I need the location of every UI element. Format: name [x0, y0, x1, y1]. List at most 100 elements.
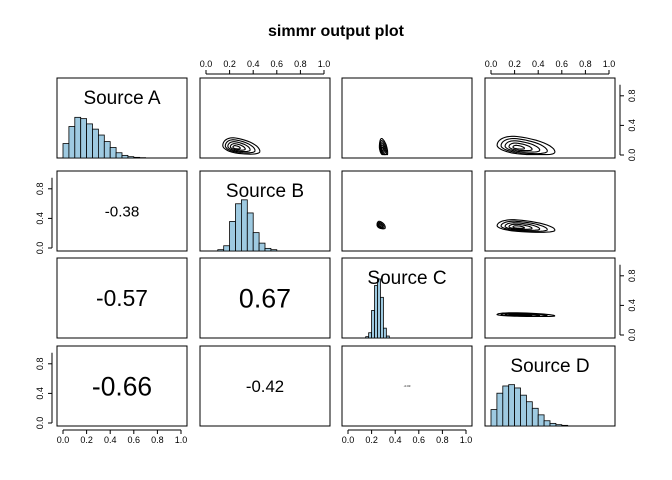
contour-line [512, 144, 526, 150]
y-tick-label: 0.4 [35, 212, 45, 225]
x-tick-label: 0.8 [151, 435, 164, 445]
contour-line [496, 219, 556, 233]
y-tick-label: 0.4 [35, 387, 45, 400]
contour-line [229, 143, 246, 151]
contour-line [377, 222, 384, 228]
histogram-bar [368, 332, 372, 339]
contour-line [227, 141, 251, 153]
x-tick-label: 0.0 [485, 59, 498, 69]
contour-line [496, 135, 556, 156]
panel-frame-r4-c3 [341, 345, 473, 427]
correlation-value: -0.66 [92, 372, 152, 402]
y-tick-label: 0.0 [35, 242, 45, 255]
y-tick-label: 0.0 [627, 149, 637, 162]
histogram-bar [86, 123, 93, 159]
contour-line [222, 137, 261, 155]
histogram-bar [252, 232, 260, 252]
histogram-bar [80, 118, 87, 159]
histogram-bar [115, 152, 123, 159]
histogram-bar [223, 245, 230, 252]
x-tick-label: 0.8 [436, 435, 449, 445]
contour-line [224, 139, 256, 154]
contour-line [376, 220, 386, 230]
histogram-bar [555, 424, 563, 427]
panel-frame-r2-c1 [56, 170, 188, 252]
x-tick-label: 1.0 [175, 435, 188, 445]
panel-frame-r1-c4 [484, 77, 616, 159]
histogram-bar [74, 116, 82, 159]
contour-line [378, 137, 389, 156]
contour-line [380, 144, 385, 153]
histogram-bar [502, 385, 510, 427]
x-tick-label: 0.0 [200, 59, 213, 69]
correlation-value: 0.67 [239, 284, 291, 314]
x-tick-label: 0.2 [508, 59, 521, 69]
histogram-bar [543, 420, 551, 427]
panel-frame-r3-c2 [199, 257, 331, 339]
x-tick-label: 0.8 [294, 59, 307, 69]
histogram-bar [549, 422, 557, 427]
panel-grid: Source A Source B Source C Source D -0.38 -0.… [35, 59, 637, 445]
x-tick-label: 0.0 [57, 435, 70, 445]
histogram-bar [531, 407, 539, 427]
panel-frame-r3-c3 [341, 257, 473, 339]
histogram-bar [561, 424, 569, 427]
x-tick-label: 0.2 [223, 59, 236, 69]
x-tick-label: 0.8 [579, 59, 592, 69]
contour-line [504, 222, 541, 231]
diagonal-label: Source C [367, 268, 446, 289]
histogram-bar [365, 336, 370, 339]
x-tick-label: 0.2 [365, 435, 378, 445]
x-tick-label: 0.6 [271, 59, 284, 69]
panel-frame-r2-c3 [341, 170, 473, 252]
panel-frame-r1-c3 [341, 77, 473, 159]
y-tick-label: 0.0 [627, 329, 637, 342]
contour-line [381, 146, 384, 152]
histogram-bar [270, 249, 278, 252]
histogram-bar [514, 387, 521, 427]
panel-frame-r3-c1 [56, 257, 188, 339]
histogram-bar [382, 327, 387, 339]
contour-line [508, 223, 533, 230]
y-tick-label: 0.4 [627, 119, 637, 132]
contour-line [512, 225, 526, 229]
histogram-bar [246, 212, 254, 252]
histogram-bar [520, 394, 527, 427]
x-tick-label: 1.0 [603, 59, 616, 69]
histogram-bar [103, 141, 111, 159]
correlation-value: -0.42 [246, 377, 284, 396]
x-tick-label: 0.6 [556, 59, 569, 69]
x-tick-label: 0.2 [80, 435, 93, 445]
histogram-bar [217, 249, 225, 252]
contour-line [500, 220, 548, 232]
histogram-bar [92, 128, 99, 159]
x-tick-label: 0.4 [247, 59, 260, 69]
histogram-bar [109, 147, 117, 159]
histogram-bar [62, 143, 70, 159]
histogram-bar [374, 285, 378, 339]
panel-frame-r4-c2 [199, 345, 331, 427]
y-tick-label: 0.4 [627, 299, 637, 312]
correlation-value: -0.57 [96, 285, 148, 311]
contour-line [378, 224, 382, 228]
x-tick-label: 0.6 [128, 435, 141, 445]
y-tick-label: 0.0 [35, 417, 45, 430]
x-tick-label: 0.6 [413, 435, 426, 445]
contour-line [504, 140, 541, 153]
histogram-bar [385, 335, 390, 339]
histogram-bar [68, 126, 76, 159]
panel-frame-r3-c4 [484, 257, 616, 339]
x-tick-label: 1.0 [460, 435, 473, 445]
correlation-value: -0.38 [105, 203, 140, 220]
histogram-bar [240, 199, 248, 252]
histogram-bar [127, 156, 135, 159]
y-tick-label: 0.8 [35, 183, 45, 196]
histogram-bar [508, 384, 516, 427]
histogram-bar [133, 156, 141, 159]
x-tick-label: 0.0 [342, 435, 355, 445]
histogram-bar [371, 310, 375, 339]
y-tick-label: 0.8 [627, 270, 637, 283]
histogram-bar [98, 134, 105, 159]
x-tick-label: 0.4 [532, 59, 545, 69]
